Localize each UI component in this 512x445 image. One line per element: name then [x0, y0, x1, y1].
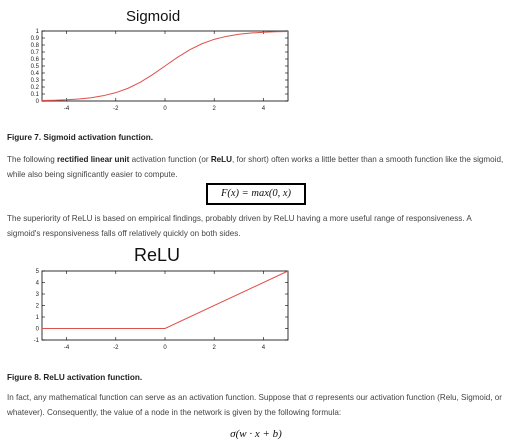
relu-y-tick-label: 0 [36, 327, 40, 333]
sigmoid-y-tick-label: 0.5 [31, 64, 40, 70]
sigmoid-x-tick-label: 0 [163, 106, 167, 112]
relu-figure-caption: Figure 8. ReLU activation function. [7, 373, 143, 382]
sigmoid-y-tick-label: 0.4 [31, 71, 40, 77]
relu-plot-frame [41, 270, 289, 341]
sigmoid-x-tick-label: -2 [113, 106, 119, 112]
relu-y-tick-label: 4 [36, 281, 40, 287]
relu-superiority-paragraph: The superiority of ReLU is based on empi… [7, 214, 472, 238]
sigmoid-figure-caption: Figure 7. Sigmoid activation function. [7, 133, 154, 142]
sigmoid-curve-line [41, 30, 289, 102]
activation-function-paragraph: In fact, any mathematical function can s… [7, 393, 502, 417]
relu-y-tick-label: 3 [36, 292, 40, 298]
sigmoid-chart-title: Sigmoid [126, 8, 181, 25]
relu-x-tick-label: 0 [163, 345, 167, 351]
sigmoid-x-tick-label: 2 [213, 106, 217, 112]
sigmoid-chart: 00.10.20.30.40.50.60.70.80.91-4 -2 0 2 4 [31, 29, 289, 112]
relu-intro-paragraph: The following rectified linear unit acti… [7, 155, 504, 179]
sigmoid-y-tick-label: 0.2 [31, 85, 40, 91]
bold-term-rectified: rectified linear unit [56, 155, 130, 164]
sigmoid-y-tick-label: 0.3 [31, 78, 40, 84]
relu-y-tick-label: 2 [36, 304, 40, 310]
sigmoid-y-tick-label: 0.8 [31, 43, 40, 49]
relu-x-tick-label: 4 [262, 345, 266, 351]
sigmoid-y-tick-label: 0 [36, 99, 40, 105]
relu-curve-line [42, 270, 289, 329]
sigmoid-y-tick-label: 1 [36, 29, 40, 35]
relu-x-tick-label: 2 [213, 345, 217, 351]
relu-x-tick-label: -2 [113, 345, 119, 351]
sigmoid-y-tick-label: 0.7 [31, 50, 40, 56]
relu-y-tick-label: 5 [36, 269, 40, 275]
relu-formula: F(x) = max(0, x) [206, 183, 306, 205]
sigmoid-x-tick-label: -4 [64, 106, 70, 112]
relu-chart: -1 0 1 2 3 4 5 -4 -2 0 2 4 [34, 269, 289, 351]
relu-chart-title: ReLU [134, 245, 181, 265]
sigmoid-y-tick-label: 0.6 [31, 57, 40, 63]
sigmoid-x-tick-label: 4 [262, 106, 266, 112]
bold-term-relu: ReLU [210, 155, 232, 164]
node-value-formula: σ(w · x + b) [230, 428, 282, 440]
relu-y-tick-label: -1 [34, 338, 40, 344]
sigmoid-y-tick-label: 0.1 [31, 92, 40, 98]
relu-y-tick-label: 1 [36, 315, 40, 321]
relu-x-tick-label: -4 [64, 345, 70, 351]
sigmoid-y-tick-label: 0.9 [31, 36, 40, 42]
